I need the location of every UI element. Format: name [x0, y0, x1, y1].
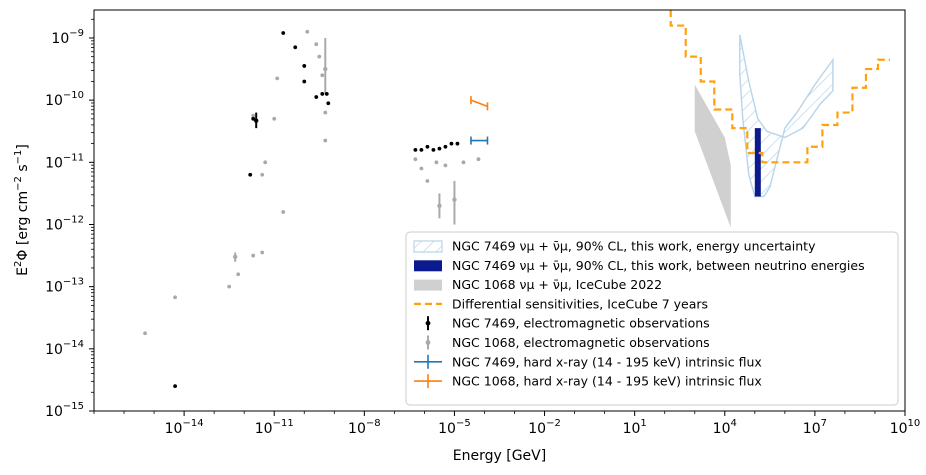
- ngc1068-em-point-20: [434, 160, 439, 165]
- legend-em1068-dot: [425, 340, 431, 345]
- x-tick-label-6: 104: [713, 418, 737, 437]
- ngc7469-em-point-13: [425, 144, 430, 149]
- ngc1068-em-point-10: [305, 29, 310, 34]
- y-axis-label: E2Φ [erg cm−2 s−1]: [13, 144, 31, 276]
- legend-box: [405, 231, 899, 406]
- ngc7469-em-point-15: [437, 146, 442, 151]
- ngc1068-em-errorbar-point-0: [232, 254, 238, 260]
- ngc7469-em-point-11: [413, 147, 418, 152]
- y-tick-label-4: 10−11: [45, 152, 84, 171]
- ngc7469-em-point-6: [320, 92, 325, 96]
- ngc1068-em-point-6: [263, 160, 268, 165]
- x-axis-label: Energy [GeV]: [453, 448, 546, 464]
- ngc1068-em-point-8: [275, 76, 280, 81]
- legend-gray-swatch: [414, 279, 442, 291]
- ngc7469-em-point-14: [431, 147, 436, 152]
- ngc7469-em-point-3: [302, 64, 307, 68]
- plot-frame: [93, 9, 906, 412]
- ngc1068-em-point-9: [281, 210, 286, 214]
- ngc1068-em-errorbar-point-1: [323, 66, 328, 72]
- x-tick-label-5: 101: [623, 418, 647, 437]
- ngc7469-em-point-9: [251, 116, 256, 121]
- ngc1068-neutrino-band: [694, 84, 731, 228]
- ngc1068-em-point-13: [320, 73, 325, 78]
- y-tick-label-2: 10−13: [45, 277, 84, 296]
- y-tick-label-5: 10−10: [45, 90, 84, 109]
- ngc1068-em-point-16: [251, 113, 256, 118]
- ngc1068-em-point-0: [143, 331, 147, 336]
- x-tick-label-8: 1010: [890, 418, 921, 437]
- ngc1068-em-point-19: [425, 179, 430, 183]
- ngc7469-em-point-16: [443, 144, 448, 149]
- y-tick-label-6: 10−9: [51, 28, 84, 47]
- x-tick-label-7: 107: [803, 418, 827, 437]
- ngc1068-em-point-3: [236, 272, 241, 277]
- ngc7469-em-point-4: [302, 79, 307, 84]
- ngc7469-em-point-17: [449, 141, 454, 146]
- x-tick-label-1: 10−11: [255, 418, 294, 437]
- legend-label-5: NGC 1068, electromagnetic observations: [452, 335, 710, 350]
- ngc7469-em-point-1: [281, 31, 286, 35]
- ngc7469-energy-uncertainty-band: [739, 34, 834, 198]
- legend-label-7: NGC 1068, hard x-ray (14 - 195 keV) intr…: [452, 374, 762, 389]
- legend-label-4: NGC 7469, electromagnetic observations: [452, 316, 710, 331]
- ngc1068-xray-segment: [470, 99, 488, 108]
- legend-label-1: NGC 7469 νμ + ν̄μ, 90% CL, this work, be…: [452, 258, 865, 273]
- ngc1068-em-point-24: [260, 172, 265, 177]
- ngc7469-em-point-5: [314, 95, 319, 99]
- legend-label-3: Differential sensitivities, IceCube 7 ye…: [452, 296, 708, 311]
- ngc1068-em-point-2: [227, 284, 232, 289]
- ngc1068-em-point-12: [317, 54, 322, 59]
- ngc1068-em-point-5: [260, 250, 265, 255]
- ngc1068-em-point-11: [314, 42, 319, 47]
- plot-data-layer: [143, 10, 890, 389]
- ngc1068-em-errorbar-point-3: [452, 197, 457, 202]
- ngc7469-em-point-18: [455, 141, 460, 146]
- ngc7469-em-point-7: [324, 92, 329, 96]
- y-tick-label-1: 10−14: [45, 339, 84, 358]
- legend-entries: NGC 7469 νμ + ν̄μ, 90% CL, this work, en…: [413, 239, 865, 389]
- ngc7469-em-errorbar-point-0: [254, 118, 259, 123]
- legend: NGC 7469 νμ + ν̄μ, 90% CL, this work, en…: [405, 231, 899, 406]
- x-tick-label-3: 10−5: [438, 418, 471, 437]
- icecube-sensitivity-curve: [669, 10, 890, 164]
- ngc7469-neutrino-energies-band: [754, 128, 761, 197]
- legend-hatch-swatch: [413, 240, 443, 253]
- ngc1068-em-errorbar-point-2: [437, 203, 442, 209]
- ngc7469-em-point-10: [248, 172, 253, 177]
- ngc1068-em-point-17: [413, 157, 418, 162]
- axes-layer: 10−14 10−11 10−8 10−5 10−2 101 104 107 1010 10−15…: [45, 18, 921, 437]
- legend-em7469-dot: [425, 320, 431, 326]
- ngc1068-em-point-4: [251, 253, 256, 258]
- legend-label-6: NGC 7469, hard x-ray (14 - 195 keV) intr…: [452, 354, 762, 369]
- y-tick-label-3: 10−12: [45, 214, 84, 233]
- legend-label-0: NGC 7469 νμ + ν̄μ, 90% CL, this work, en…: [452, 239, 816, 254]
- ngc1068-em-point-14: [323, 110, 328, 115]
- y-tick-label-0: 10−15: [45, 401, 84, 420]
- ngc1068-em-point-21: [443, 163, 448, 168]
- ngc1068-em-point-22: [461, 160, 466, 165]
- ngc7469-em-point-12: [419, 147, 424, 152]
- ngc7469-em-point-0: [173, 384, 178, 389]
- ngc7469-em-point-8: [326, 101, 331, 106]
- legend-label-2: NGC 1068 νμ + ν̄μ, IceCube 2022: [452, 277, 662, 292]
- ngc1068-em-point-7: [272, 116, 277, 121]
- x-tick-label-2: 10−8: [348, 418, 381, 437]
- ngc1068-em-point-18: [419, 166, 424, 171]
- ngc1068-em-point-1: [173, 295, 178, 300]
- x-tick-label-4: 10−2: [528, 418, 561, 437]
- x-tick-label-0: 10−14: [165, 418, 204, 437]
- legend-solid-swatch: [414, 260, 442, 272]
- ngc1068-em-point-23: [476, 157, 481, 162]
- ngc7469-em-point-2: [293, 45, 298, 50]
- ngc1068-em-point-15: [323, 138, 328, 143]
